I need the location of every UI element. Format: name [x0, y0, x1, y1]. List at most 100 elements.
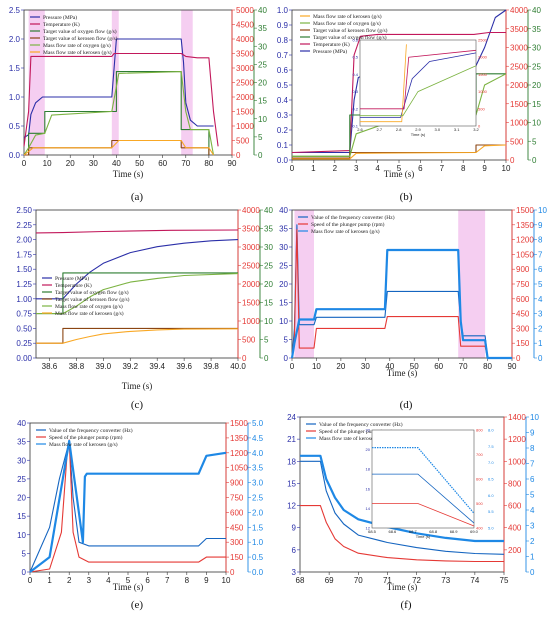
y-right2-tick-label: 1	[530, 553, 535, 562]
x-tick-label: 10	[312, 362, 321, 371]
y-right1-tick-label: 600	[508, 502, 522, 511]
y-right2-tick-label: 40	[264, 206, 273, 215]
y-right2-tick-label: 2	[538, 324, 543, 333]
inset-y-right-tick-label: 500	[478, 106, 485, 111]
x-tick-label: 8	[461, 164, 466, 173]
x-tick-label: 38.8	[69, 362, 85, 371]
legend-entry: Mass flow rate of kerosen (g/s)	[319, 435, 388, 442]
y-right1-tick-label: 500	[510, 137, 524, 146]
y-left-tick-label: 6	[292, 546, 297, 555]
y-right2-tick-label: 0	[264, 354, 269, 363]
x-tick-label: 50	[410, 362, 419, 371]
y-right1-tick-label: 3000	[236, 64, 254, 73]
y-right2-tick-label: 15	[532, 100, 541, 109]
chart-panel-2: 0 1 2 3 4 5 6 7 8 9 10 Time (s) 0.0 0.1 0.2 0.3 0.4 0.5 0.…	[277, 6, 542, 203]
legend-entry: Mass flow rate of oxygen (g/s)	[43, 42, 111, 49]
y-right2-tick-label: 1.0	[252, 538, 264, 547]
y-right1-tick-label: 3000	[242, 243, 260, 252]
y-right1-tick-label: 1500	[510, 100, 528, 109]
shaded-region	[181, 10, 193, 155]
y-right1-tick-label: 900	[516, 265, 530, 274]
inset-x-tick-label: 68.6	[389, 529, 398, 534]
legend-entry: Speed of the plunger pump (rpm)	[311, 221, 385, 228]
y-right2-tick-label: 7	[538, 250, 543, 259]
y-right1-tick-label: 4500	[236, 21, 254, 30]
legend-entry: Mass flow rate of oxygen (g/s)	[313, 20, 381, 27]
legend-entry: Target value of oxygen flow (g/s)	[43, 28, 117, 35]
legend-entry: Temperature (K)	[313, 41, 350, 48]
y-right1-tick-label: 2500	[510, 62, 528, 71]
inset-y-right-tick-label: 400	[476, 526, 483, 531]
series-line-massflow_blue	[290, 248, 512, 360]
series-line-temperature	[35, 229, 239, 234]
y-left-tick-label: 21	[287, 435, 296, 444]
x-tick-label: 60	[434, 362, 443, 371]
x-tick-label: 39.8	[203, 362, 219, 371]
x-tick-label: 5	[126, 576, 131, 585]
series-line-mass_kerosen	[23, 139, 214, 156]
legend-entry: Value of the frequency converter (Hz)	[311, 214, 395, 221]
y-right1-tick-label: 200	[508, 546, 522, 555]
y-right1-tick-label: 2000	[236, 93, 254, 102]
inset-y-left-tick-label: 16	[366, 486, 371, 491]
y-left-tick-label: 0	[22, 568, 27, 577]
y-right2-tick-label: 8	[530, 444, 535, 453]
y-right1-tick-label: 1350	[516, 221, 534, 230]
x-tick-label: 40	[112, 159, 121, 168]
y-left-tick-label: 0.7	[277, 51, 289, 60]
y-left-tick-label: 25	[17, 475, 26, 484]
y-left-tick-label: 3	[292, 568, 297, 577]
x-tick-label: 1	[47, 576, 52, 585]
x-tick-label: 2	[333, 164, 338, 173]
y-right2-tick-label: 4	[530, 506, 535, 515]
y-right2-tick-label: 0	[258, 151, 263, 160]
y-right2-tick-label: 10	[258, 115, 267, 124]
series-line-mass_kerosen	[36, 328, 239, 344]
y-right1-tick-label: 2500	[242, 262, 260, 271]
y-right1-tick-label: 2500	[236, 79, 254, 88]
y-right1-tick-label: 3500	[510, 25, 528, 34]
inset-x-axis-label: Time (s)	[416, 534, 431, 539]
x-tick-label: 7	[165, 576, 170, 585]
x-tick-label: 38.6	[42, 362, 58, 371]
y-right1-tick-label: 500	[242, 336, 256, 345]
y-right2-tick-label: 25	[258, 60, 267, 69]
x-tick-label: 30	[89, 159, 98, 168]
y-left-tick-label: 0.6	[277, 66, 289, 75]
series-line-pressure	[36, 239, 239, 300]
series-line-freq	[29, 441, 226, 573]
y-left-tick-label: 0.5	[277, 81, 289, 90]
y-right2-tick-label: 6	[530, 475, 535, 484]
y-right1-tick-label: 1500	[236, 108, 254, 117]
y-right1-tick-label: 1200	[508, 435, 526, 444]
x-axis-label: Time (s)	[387, 368, 417, 378]
inset-y-right2-tick-label: 6.5	[488, 477, 494, 482]
y-right2-tick-label: 6	[538, 265, 543, 274]
inset-y-left-tick-label: 12	[366, 526, 371, 531]
y-left-tick-label: 2.25	[16, 221, 32, 230]
y-left-tick-label: 30	[17, 456, 26, 465]
y-right1-tick-label: 1400	[508, 413, 526, 422]
y-right1-tick-label: 1500	[516, 206, 534, 215]
x-tick-label: 68	[296, 576, 305, 585]
inset-y-left-tick-label: 0.2	[352, 106, 358, 111]
y-left-tick-label: 20	[279, 280, 288, 289]
shaded-region	[28, 10, 45, 155]
x-tick-label: 50	[135, 159, 144, 168]
inset-y-right-tick-label: 2000	[478, 55, 488, 60]
x-tick-label: 40	[385, 362, 394, 371]
inset-x-tick-label: 3.2	[473, 127, 479, 132]
y-right2-tick-label: 3.0	[252, 479, 264, 488]
y-right2-tick-label: 5	[538, 280, 543, 289]
y-left-tick-label: 0.0	[277, 156, 289, 165]
chart-panel-5: 0 1 2 3 4 5 6 7 8 9 10 Time (s) 0 5 10 15 20 25 30 35 40 0 150…	[17, 419, 264, 611]
y-left-tick-label: 0.50	[16, 324, 32, 333]
y-right2-tick-label: 40	[258, 6, 267, 15]
inset-y-left-tick-label: 20	[366, 447, 371, 452]
y-right2-tick-label: 25	[264, 262, 273, 271]
x-tick-label: 80	[204, 159, 213, 168]
x-tick-label: 9	[204, 576, 209, 585]
y-right1-tick-label: 450	[516, 310, 530, 319]
legend-entry: Target value of kerosen flow (g/s)	[43, 35, 118, 42]
